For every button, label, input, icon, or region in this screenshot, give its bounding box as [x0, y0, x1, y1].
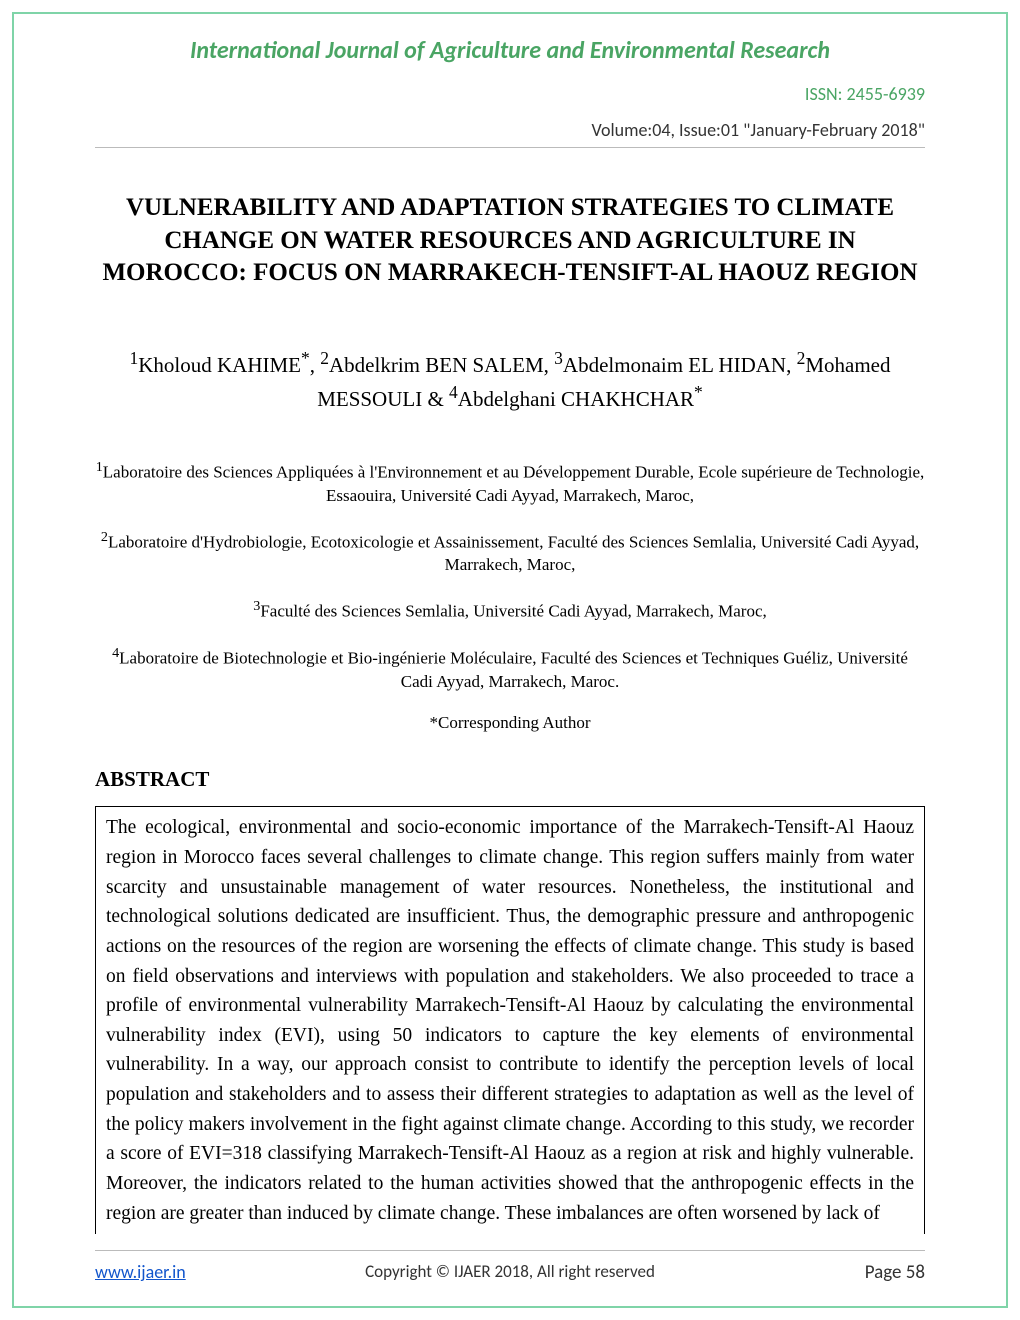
affiliation: 1Laboratoire des Sciences Appliquées à l… [95, 458, 925, 508]
affiliation: 4Laboratoire de Biotechnologie et Bio-in… [95, 644, 925, 694]
journal-title: International Journal of Agriculture and… [95, 36, 925, 65]
abstract-heading: ABSTRACT [95, 767, 925, 792]
affiliation: 3Faculté des Sciences Semlalia, Universi… [95, 597, 925, 624]
corresponding-author-note: *Corresponding Author [95, 713, 925, 733]
footer-copyright: Copyright © IJAER 2018, All right reserv… [95, 1261, 925, 1282]
paper-title: VULNERABILITY AND ADAPTATION STRATEGIES … [95, 192, 925, 290]
abstract-box: The ecological, environmental and socio-… [95, 806, 925, 1234]
page-footer: www.ijaer.in Copyright © IJAER 2018, All… [95, 1250, 925, 1292]
volume-issue-line: Volume:04, Issue:01 "January-February 20… [95, 119, 925, 148]
page-content: International Journal of Agriculture and… [95, 28, 925, 1234]
affiliation: 2Laboratoire d'Hydrobiologie, Ecotoxicol… [95, 528, 925, 578]
affiliations-block: 1Laboratoire des Sciences Appliquées à l… [95, 458, 925, 693]
issn-line: ISSN: 2455-6939 [95, 83, 925, 105]
authors-line: 1Kholoud KAHIME*, 2Abdelkrim BEN SALEM, … [95, 346, 925, 415]
footer-page-number: Page 58 [865, 1261, 925, 1284]
abstract-text: The ecological, environmental and socio-… [106, 813, 914, 1228]
